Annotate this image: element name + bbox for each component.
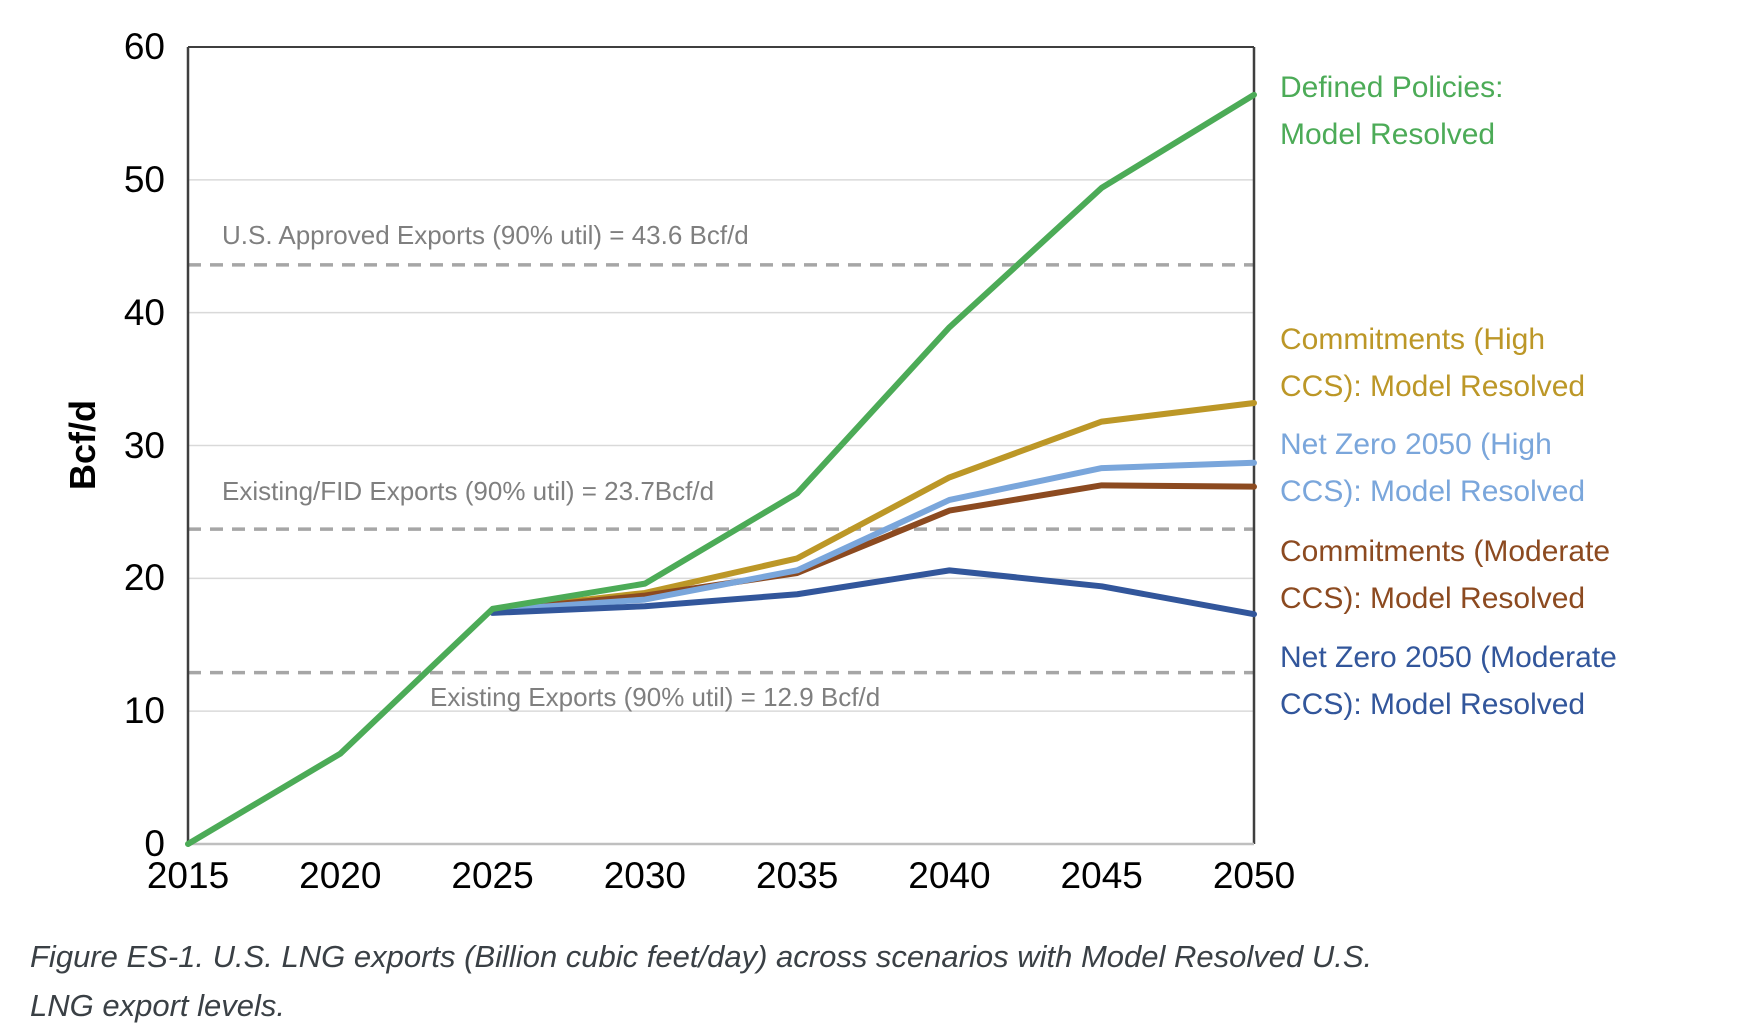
figure-caption-line: LNG export levels.	[30, 988, 285, 1023]
legend-label-line: Net Zero 2050 (High	[1280, 428, 1552, 461]
series-line-net-zero-2050-moderate-ccs	[489, 567, 1257, 618]
annotation-existing-exports: Existing Exports (90% util) = 12.9 Bcf/d	[430, 682, 881, 712]
x-tick-label-2045: 2045	[1060, 855, 1143, 896]
x-tick-label-2015: 2015	[146, 855, 230, 896]
legend-commitments-moderate-ccs: Commitments (Moderate CCS): Model Resolv…	[1280, 528, 1745, 622]
annotation-approved-exports: U.S. Approved Exports (90% util) = 43.6 …	[222, 220, 749, 250]
legend-net-zero-2050-moderate-ccs: Net Zero 2050 (Moderate CCS): Model Reso…	[1280, 634, 1745, 728]
annotation-existing-fid-exports: Existing/FID Exports (90% util) = 23.7Bc…	[222, 476, 715, 506]
figure-caption-line: Figure ES-1. U.S. LNG exports (Billion c…	[30, 939, 1373, 974]
y-tick-label-40: 40	[123, 291, 165, 333]
legend-label-line: Net Zero 2050 (Moderate	[1280, 641, 1617, 674]
legend-net-zero-2050-high-ccs: Net Zero 2050 (High CCS): Model Resolved	[1280, 421, 1745, 515]
legend-label-line: CCS): Model Resolved	[1280, 582, 1586, 615]
legend-label-line: CCS): Model Resolved	[1280, 370, 1586, 403]
legend-commitments-high-ccs: Commitments (High CCS): Model Resolved	[1280, 316, 1745, 410]
legend-label-line: CCS): Model Resolved	[1280, 475, 1586, 508]
series-line-net-zero-2050-high-ccs	[489, 459, 1257, 614]
x-tick-label-2050: 2050	[1212, 855, 1296, 896]
y-tick-label-50: 50	[123, 158, 165, 200]
series-line-commitments-moderate-ccs	[489, 482, 1257, 614]
y-tick-label-60: 60	[123, 26, 165, 67]
legend-label-line: Commitments (High	[1280, 323, 1546, 356]
x-tick-label-2040: 2040	[908, 855, 991, 896]
figure-caption: Figure ES-1. U.S. LNG exports (Billion c…	[30, 932, 1730, 1030]
x-tick-label-2020: 2020	[299, 855, 382, 896]
x-tick-label-2035: 2035	[755, 855, 839, 896]
y-tick-label-30: 30	[123, 424, 165, 466]
series-line-defined-policies	[185, 91, 1257, 847]
legend-label-line: Model Resolved	[1280, 118, 1496, 151]
legend-label-line: Commitments (Moderate	[1280, 535, 1611, 568]
legend-defined-policies: Defined Policies: Model Resolved	[1280, 64, 1745, 158]
x-tick-label-2025: 2025	[451, 855, 534, 896]
legend-label-line: CCS): Model Resolved	[1280, 688, 1586, 721]
y-tick-label-0: 0	[144, 823, 165, 864]
legend-label-line: Defined Policies:	[1280, 71, 1504, 104]
y-tick-label-10: 10	[123, 690, 165, 732]
x-tick-label-2030: 2030	[603, 855, 686, 896]
y-tick-label-20: 20	[123, 557, 165, 599]
